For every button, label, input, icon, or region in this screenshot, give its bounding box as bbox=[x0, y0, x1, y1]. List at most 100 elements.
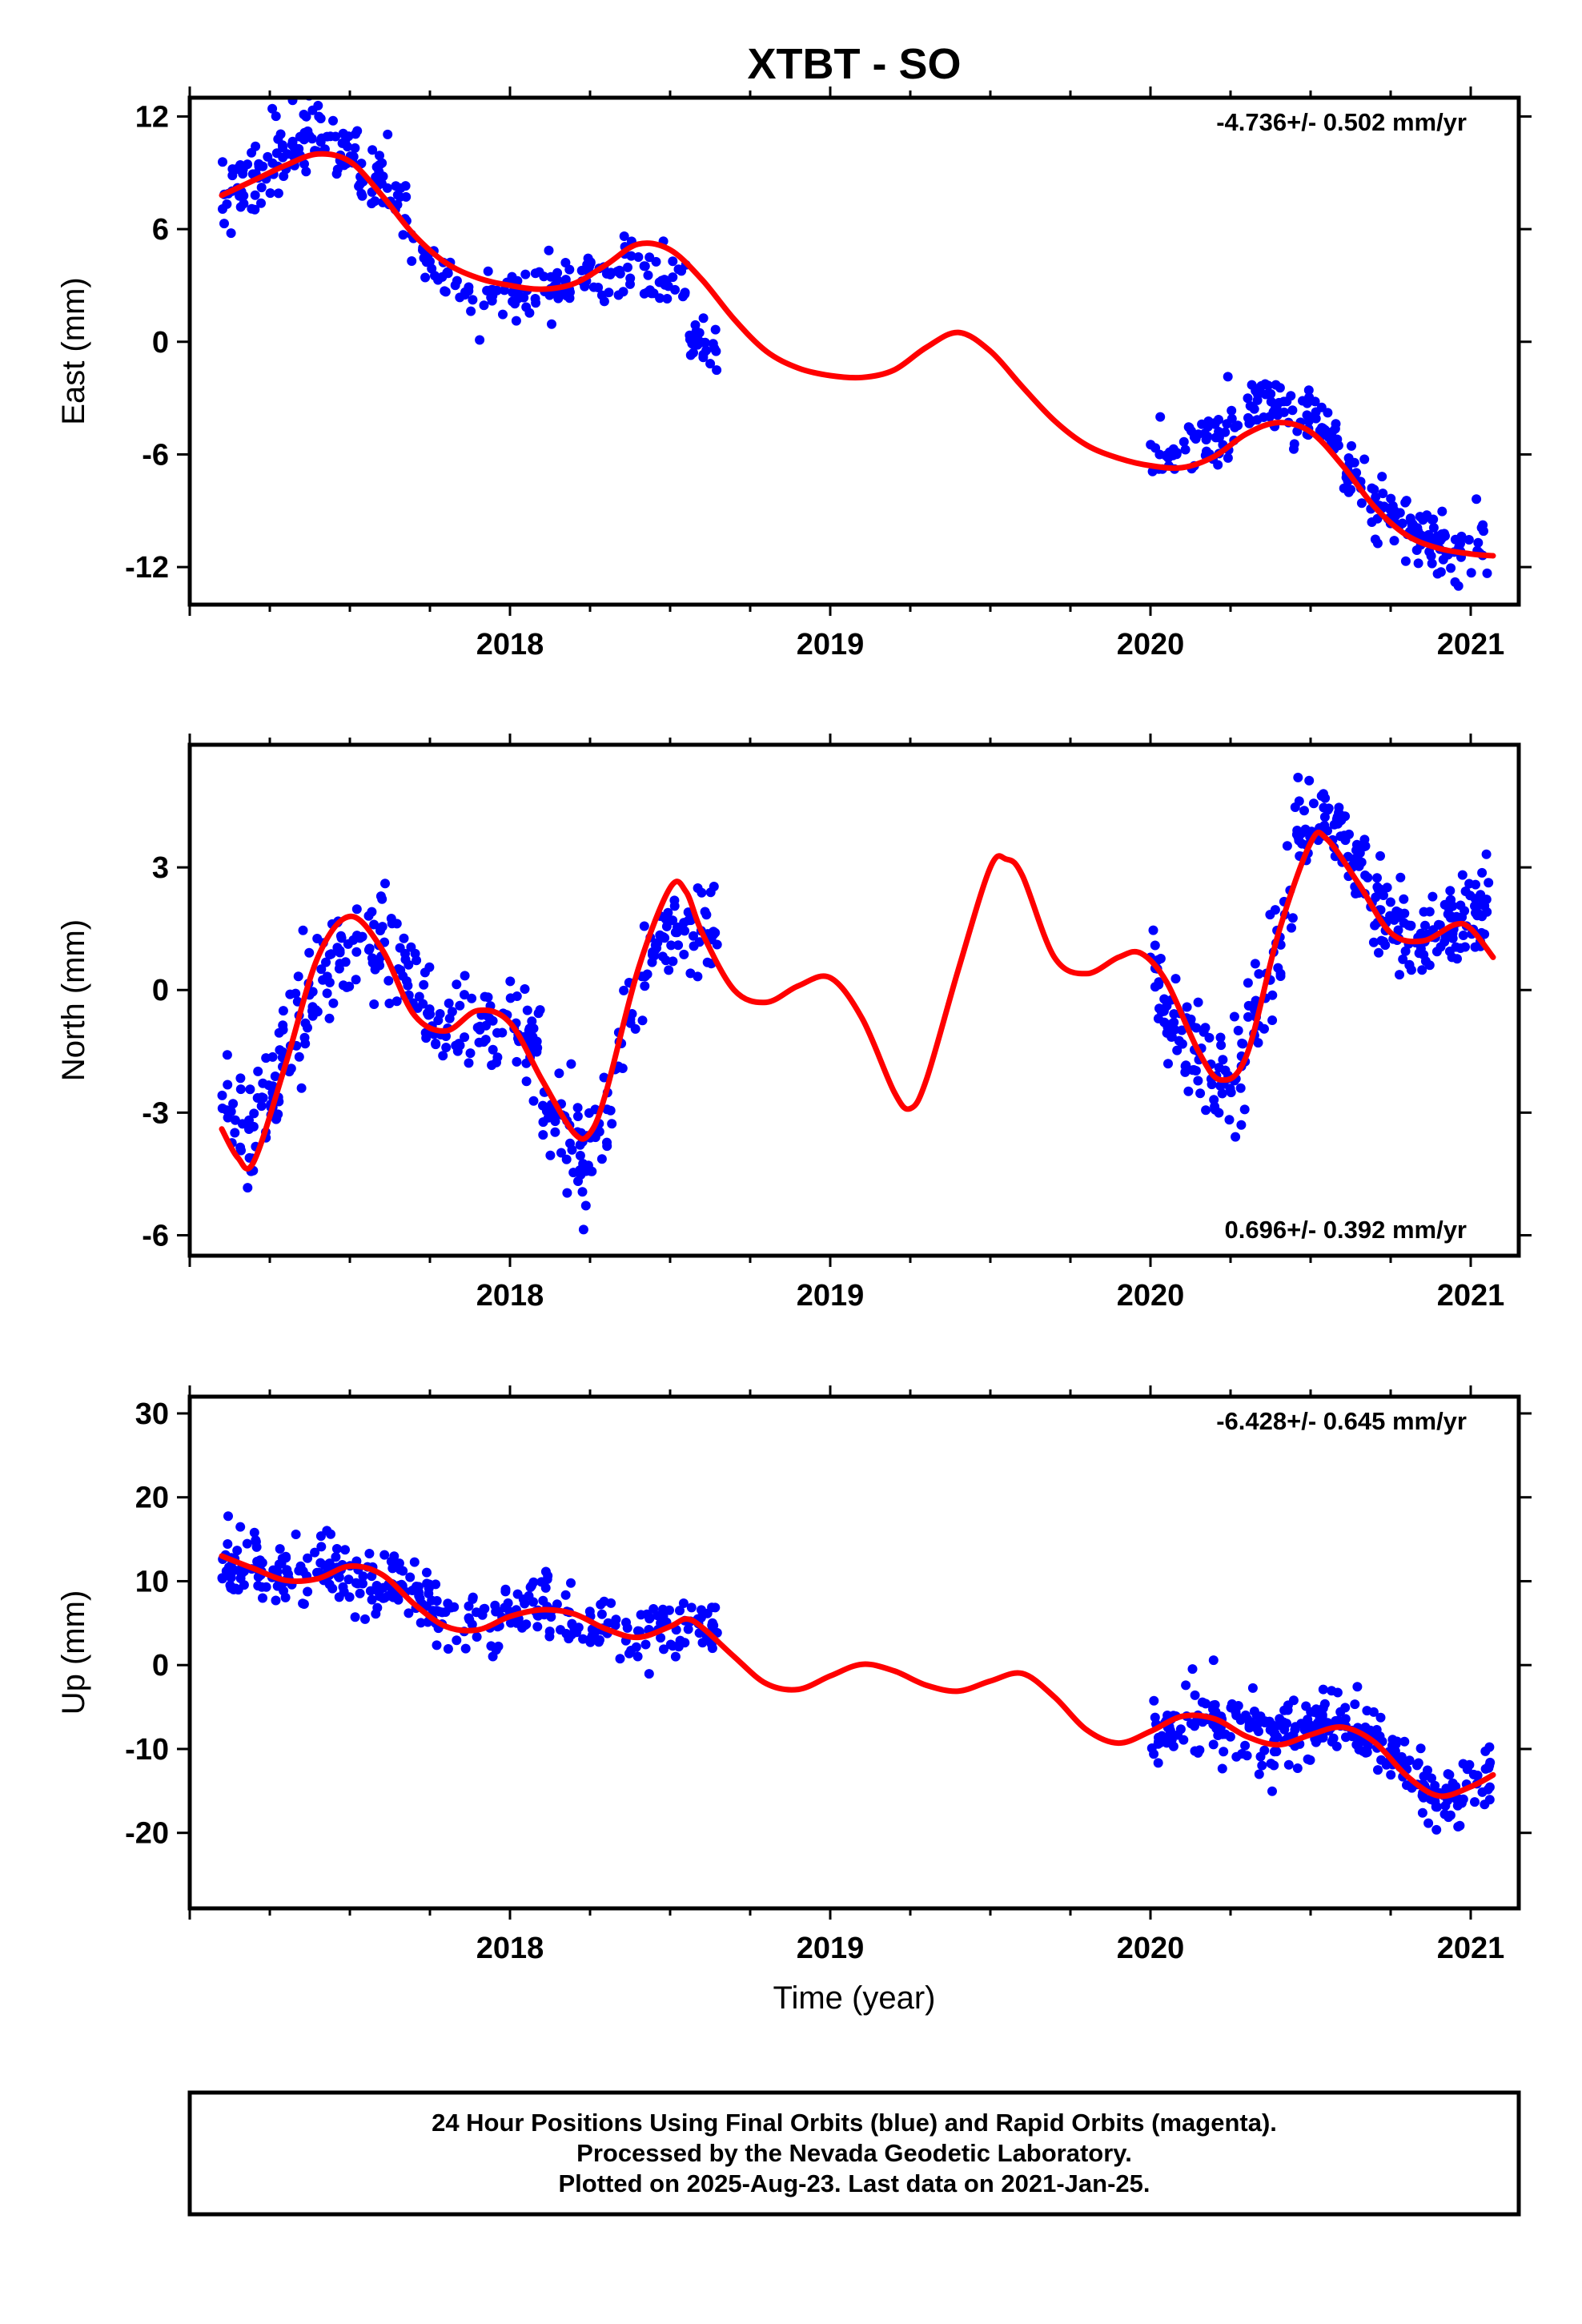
data-point bbox=[1235, 1083, 1246, 1093]
data-point bbox=[710, 927, 721, 938]
data-point bbox=[464, 1058, 474, 1068]
data-point bbox=[1208, 1655, 1219, 1666]
data-point bbox=[1396, 1751, 1407, 1762]
y-tick-label: 0 bbox=[152, 326, 169, 360]
data-point bbox=[622, 1622, 632, 1633]
data-point bbox=[538, 1117, 548, 1128]
data-point bbox=[1480, 929, 1490, 939]
data-point bbox=[1395, 872, 1406, 883]
model-curve bbox=[219, 1553, 1496, 1799]
data-point bbox=[223, 1511, 233, 1522]
data-point bbox=[521, 1619, 532, 1630]
data-point bbox=[1329, 819, 1339, 830]
data-point bbox=[355, 1588, 365, 1598]
data-point bbox=[1465, 891, 1476, 901]
data-point bbox=[673, 264, 684, 275]
data-point bbox=[227, 164, 238, 175]
data-point bbox=[279, 171, 289, 181]
data-point bbox=[1375, 850, 1385, 861]
data-point bbox=[647, 957, 657, 967]
data-point bbox=[1207, 1080, 1217, 1090]
data-point bbox=[343, 939, 353, 949]
data-point bbox=[1260, 389, 1271, 400]
model-curve bbox=[219, 151, 1496, 559]
data-point bbox=[1318, 1684, 1328, 1695]
data-point bbox=[444, 998, 454, 1008]
data-point bbox=[263, 151, 273, 162]
data-point bbox=[314, 111, 324, 122]
data-point bbox=[1484, 878, 1494, 888]
data-point bbox=[270, 1072, 280, 1081]
data-point bbox=[432, 1640, 442, 1651]
data-point bbox=[1163, 1059, 1173, 1069]
data-point bbox=[235, 1084, 246, 1095]
data-point bbox=[1303, 385, 1314, 396]
data-point bbox=[1389, 915, 1399, 925]
data-point bbox=[505, 976, 516, 987]
data-point bbox=[243, 159, 253, 170]
y-tick-label: 12 bbox=[135, 100, 169, 134]
data-point bbox=[331, 1544, 342, 1554]
data-point bbox=[1470, 1797, 1480, 1807]
data-point bbox=[340, 139, 351, 149]
data-point bbox=[1367, 483, 1377, 493]
data-point bbox=[1267, 1015, 1278, 1025]
data-point bbox=[528, 1577, 539, 1587]
data-point bbox=[464, 1614, 475, 1625]
data-point bbox=[425, 256, 435, 267]
data-point bbox=[1443, 1769, 1453, 1779]
data-point bbox=[632, 1651, 643, 1662]
data-point bbox=[402, 976, 412, 987]
data-point bbox=[1214, 1108, 1224, 1118]
data-point bbox=[293, 971, 303, 982]
data-point bbox=[1464, 879, 1475, 889]
data-point bbox=[1225, 1084, 1235, 1094]
data-point bbox=[1253, 1038, 1263, 1048]
y-tick-label: 6 bbox=[152, 213, 169, 247]
data-point bbox=[433, 1015, 444, 1026]
data-point bbox=[565, 1138, 575, 1148]
data-point bbox=[1423, 1818, 1434, 1828]
data-point bbox=[1219, 1747, 1229, 1757]
data-point bbox=[286, 1063, 296, 1074]
data-point bbox=[289, 143, 299, 153]
data-point bbox=[1183, 1086, 1194, 1096]
data-point bbox=[1209, 1095, 1219, 1105]
data-point bbox=[685, 968, 696, 979]
data-point bbox=[486, 1641, 496, 1651]
data-point bbox=[710, 324, 721, 335]
data-point bbox=[1275, 1714, 1285, 1724]
data-point bbox=[599, 1072, 609, 1083]
data-point bbox=[544, 290, 555, 300]
data-point bbox=[416, 1618, 426, 1628]
data-point bbox=[1318, 1732, 1328, 1743]
data-point bbox=[697, 1638, 708, 1648]
data-point bbox=[235, 202, 246, 212]
data-point bbox=[1243, 393, 1253, 404]
data-point bbox=[1250, 1722, 1260, 1732]
data-point bbox=[560, 258, 571, 267]
data-point bbox=[1250, 959, 1260, 969]
data-point bbox=[707, 1620, 717, 1630]
data-point bbox=[358, 1571, 368, 1582]
data-point bbox=[1438, 554, 1448, 565]
data-point bbox=[441, 1043, 452, 1052]
data-point bbox=[619, 231, 629, 241]
data-point bbox=[1400, 946, 1411, 956]
data-point bbox=[322, 1526, 332, 1536]
data-point bbox=[668, 956, 678, 967]
data-point bbox=[249, 1108, 259, 1119]
data-point bbox=[680, 1638, 690, 1648]
data-point bbox=[693, 340, 703, 350]
data-point bbox=[1445, 886, 1456, 896]
data-point bbox=[673, 940, 684, 951]
data-point bbox=[287, 151, 298, 160]
data-point bbox=[1169, 1009, 1179, 1019]
data-point bbox=[1255, 1751, 1266, 1762]
data-point bbox=[316, 964, 327, 975]
velocity-annotation: -6.428+/- 0.645 mm/yr bbox=[1216, 1407, 1467, 1435]
data-point bbox=[627, 1009, 637, 1019]
data-point bbox=[1215, 1032, 1226, 1043]
data-point bbox=[1372, 538, 1383, 549]
data-point bbox=[1264, 1716, 1275, 1727]
